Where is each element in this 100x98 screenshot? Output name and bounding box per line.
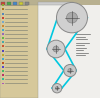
Bar <box>2 33 4 35</box>
FancyBboxPatch shape <box>38 5 100 98</box>
Bar <box>13 2 17 5</box>
Circle shape <box>56 2 88 33</box>
Bar <box>2 74 4 76</box>
Circle shape <box>66 12 78 23</box>
Bar <box>2 70 4 72</box>
Circle shape <box>55 87 59 90</box>
Bar <box>2 50 4 52</box>
Bar <box>2 21 4 23</box>
Bar <box>19 2 23 5</box>
Circle shape <box>53 46 59 52</box>
Bar <box>2 66 4 68</box>
Circle shape <box>52 83 62 93</box>
FancyBboxPatch shape <box>0 5 38 98</box>
FancyBboxPatch shape <box>0 0 100 5</box>
Circle shape <box>64 64 76 77</box>
Bar <box>2 45 4 47</box>
Circle shape <box>47 40 65 58</box>
Bar <box>2 29 4 31</box>
Bar <box>7 2 11 5</box>
Bar <box>25 2 29 5</box>
Bar <box>1 2 5 5</box>
Bar <box>2 78 4 80</box>
Bar <box>2 58 4 60</box>
Bar <box>2 13 4 15</box>
Bar <box>2 37 4 39</box>
Bar <box>2 8 4 10</box>
Bar <box>2 62 4 64</box>
Bar <box>38 2 73 5</box>
Bar <box>2 4 4 6</box>
Bar <box>2 83 4 84</box>
Circle shape <box>68 69 72 73</box>
Bar <box>2 25 4 27</box>
Bar <box>2 41 4 43</box>
Bar <box>2 54 4 56</box>
Bar <box>2 17 4 19</box>
